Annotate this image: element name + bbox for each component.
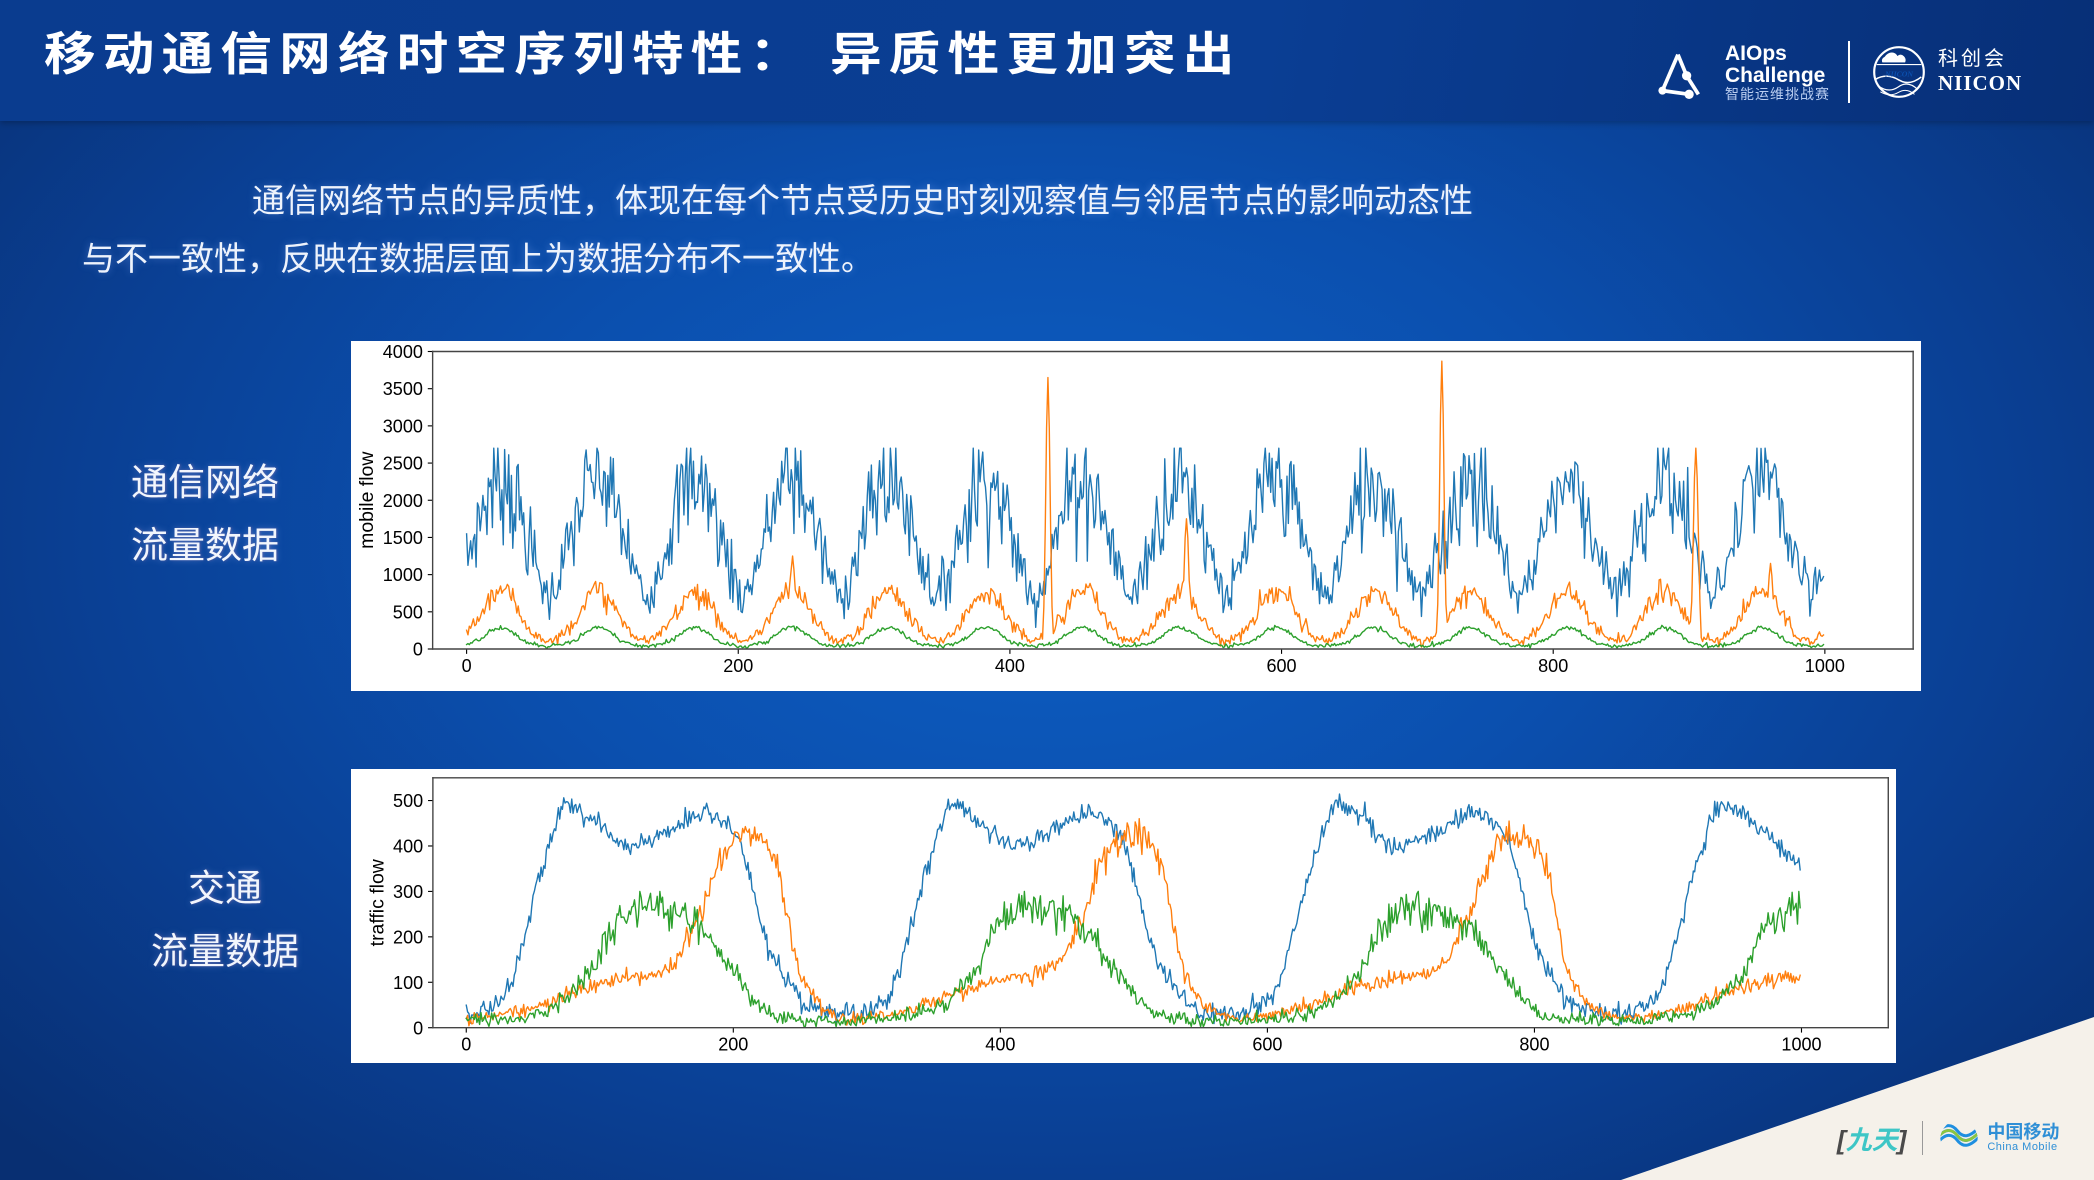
svg-text:mobile flow: mobile flow xyxy=(356,451,378,549)
svg-text:0: 0 xyxy=(461,1035,471,1055)
svg-text:500: 500 xyxy=(393,602,423,622)
svg-text:0: 0 xyxy=(462,656,472,676)
svg-text:300: 300 xyxy=(393,882,423,902)
svg-text:500: 500 xyxy=(393,791,423,811)
svg-text:2000: 2000 xyxy=(383,491,423,511)
svg-text:1000: 1000 xyxy=(383,565,423,585)
svg-text:200: 200 xyxy=(723,656,753,676)
svg-text:1000: 1000 xyxy=(1781,1035,1821,1055)
svg-text:traffic flow: traffic flow xyxy=(366,858,388,946)
svg-text:0: 0 xyxy=(413,640,423,660)
svg-text:200: 200 xyxy=(718,1035,748,1055)
svg-text:1000: 1000 xyxy=(1805,656,1845,676)
svg-text:3000: 3000 xyxy=(383,416,423,436)
svg-text:200: 200 xyxy=(393,927,423,947)
svg-text:800: 800 xyxy=(1538,656,1568,676)
svg-text:800: 800 xyxy=(1519,1035,1549,1055)
svg-text:2500: 2500 xyxy=(383,454,423,474)
svg-text:0: 0 xyxy=(413,1018,423,1038)
svg-text:600: 600 xyxy=(1266,656,1296,676)
svg-text:400: 400 xyxy=(393,837,423,857)
svg-text:3500: 3500 xyxy=(383,379,423,399)
svg-text:100: 100 xyxy=(393,973,423,993)
svg-text:NIICON: NIICON xyxy=(1884,69,1913,78)
svg-text:400: 400 xyxy=(995,656,1025,676)
svg-text:600: 600 xyxy=(1252,1035,1282,1055)
svg-text:400: 400 xyxy=(985,1035,1015,1055)
svg-text:4000: 4000 xyxy=(383,342,423,362)
svg-text:1500: 1500 xyxy=(383,528,423,548)
